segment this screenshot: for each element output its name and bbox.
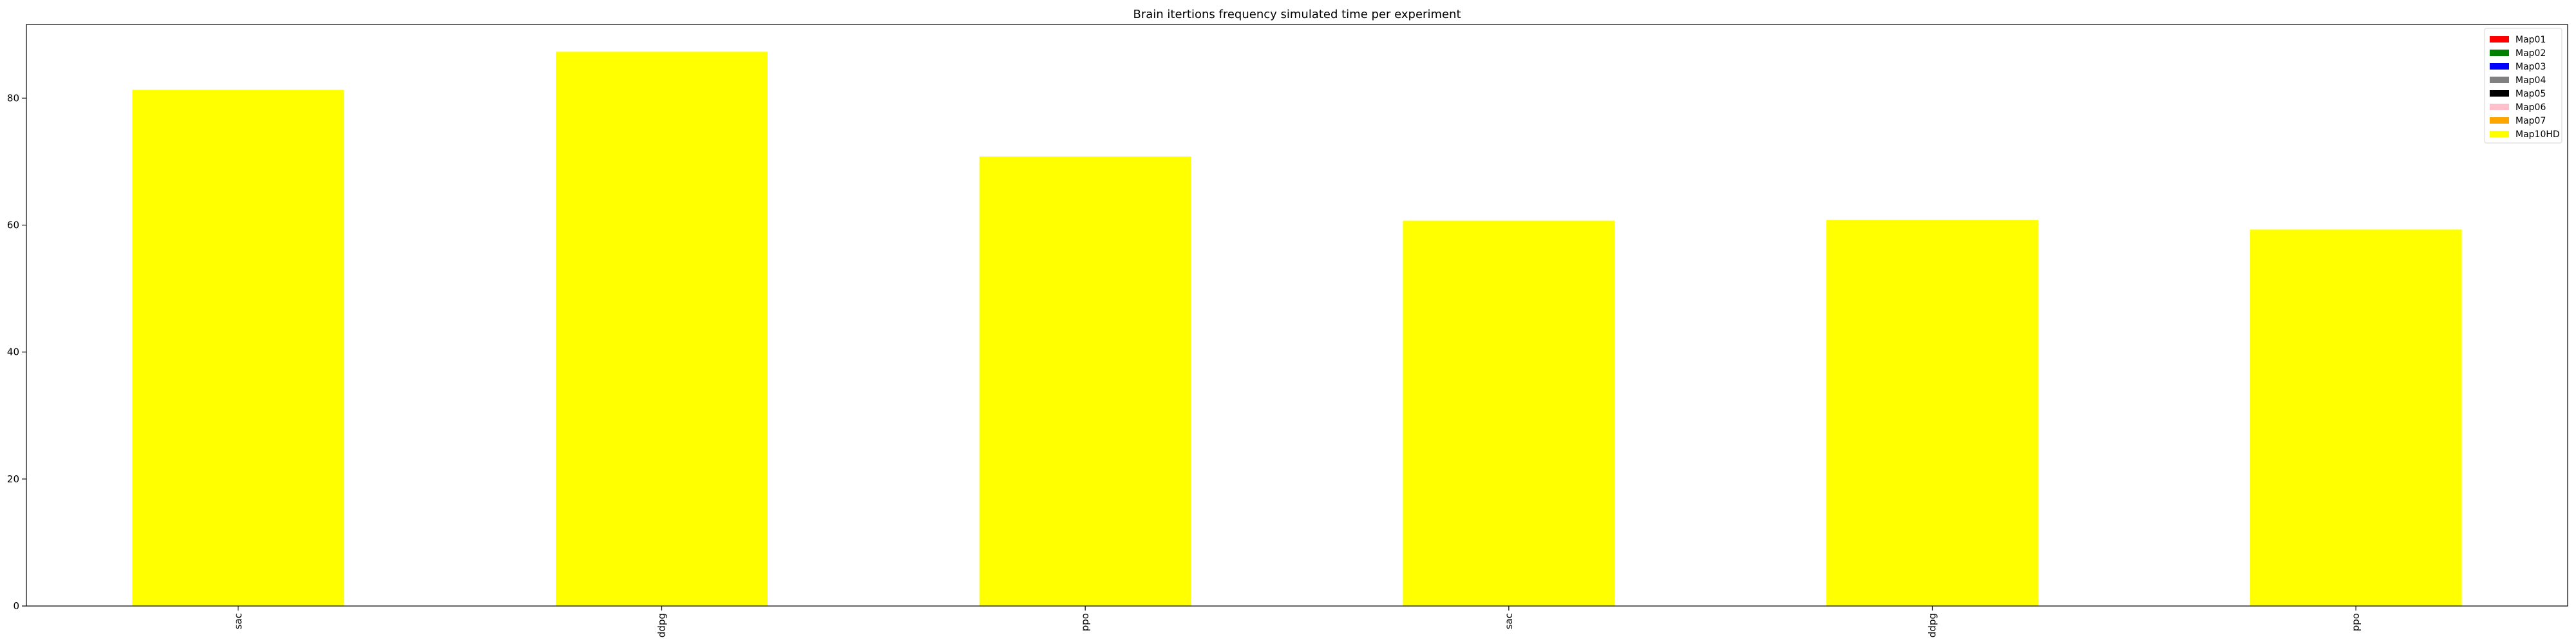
legend-swatch (2490, 117, 2509, 124)
x-tick-label: sac (1503, 613, 1515, 629)
bar-map10hd-0 (132, 90, 345, 606)
y-tick-label: 40 (7, 346, 19, 358)
legend-swatch (2490, 90, 2509, 97)
legend-label: Map04 (2515, 75, 2546, 86)
legend-swatch (2490, 63, 2509, 70)
plot-frame (26, 24, 2568, 607)
bar-map10hd-2 (979, 156, 1191, 606)
legend-label: Map06 (2515, 102, 2546, 113)
legend-swatch (2490, 50, 2509, 56)
y-tick-label: 20 (7, 473, 19, 485)
legend: Map01 Map02 Map03 Map04 Map05 Map06 Map07 Map10… (2484, 28, 2562, 144)
bar-map10hd-4 (1826, 220, 2038, 607)
legend-label: Map05 (2515, 89, 2546, 99)
chart-title: Brain itertions frequency simulated time… (1133, 8, 1461, 21)
bar-map10hd-1 (556, 52, 768, 606)
bar-map10hd-3 (1403, 220, 1615, 606)
x-tick-label: ppo (2350, 613, 2362, 631)
legend-label: Map03 (2515, 62, 2546, 72)
legend-label: Map01 (2515, 35, 2546, 45)
x-tick-label: ddpg (1927, 613, 1938, 638)
legend-swatch (2490, 36, 2509, 43)
x-tick-label: ddpg (656, 613, 668, 638)
legend-swatch (2490, 77, 2509, 83)
y-tick-label: 80 (7, 92, 19, 104)
x-tick-label: sac (232, 613, 244, 629)
bar-map10hd-5 (2249, 229, 2462, 607)
legend-label: Map02 (2515, 48, 2546, 59)
legend-label: Map10HD (2515, 129, 2560, 140)
y-tick-label: 60 (7, 220, 19, 231)
legend-label: Map07 (2515, 116, 2546, 126)
x-tick-label: ppo (1079, 613, 1091, 631)
legend-swatch (2490, 104, 2509, 110)
axes-layer: 0 20 40 60 80 sac ddpg ppo sac ddpg ppo (7, 24, 2568, 638)
bars-layer (132, 52, 2462, 607)
legend-box (2484, 28, 2562, 144)
legend-swatch (2490, 131, 2509, 137)
y-tick-label: 0 (13, 600, 19, 612)
